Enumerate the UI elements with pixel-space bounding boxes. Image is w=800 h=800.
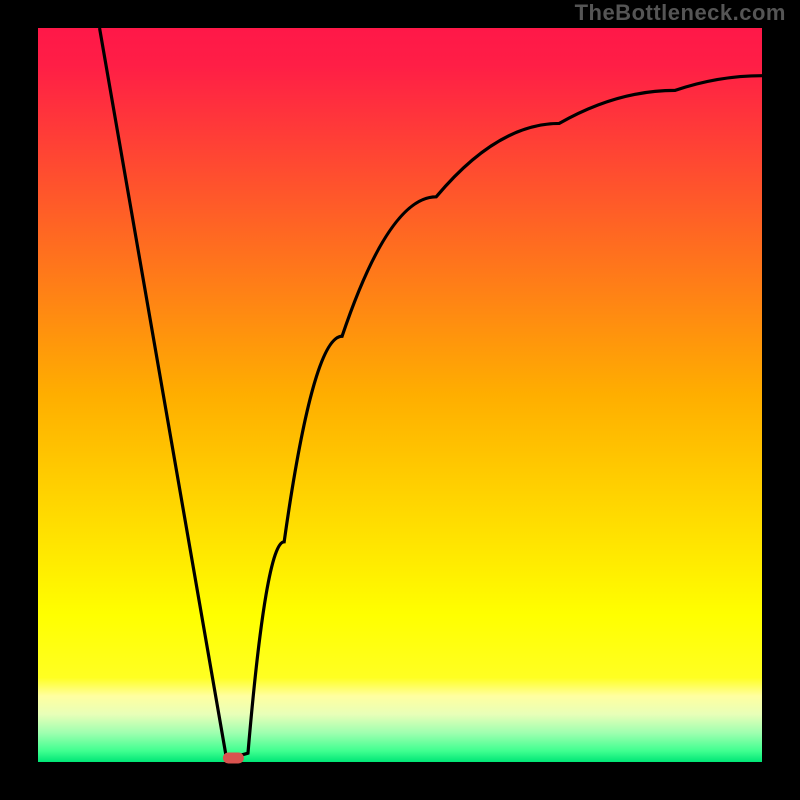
watermark-text: TheBottleneck.com [575,0,786,26]
plot-area [38,28,762,762]
chart-frame: TheBottleneck.com [0,0,800,800]
optimal-marker [223,752,243,763]
bottleneck-curve [38,28,762,762]
